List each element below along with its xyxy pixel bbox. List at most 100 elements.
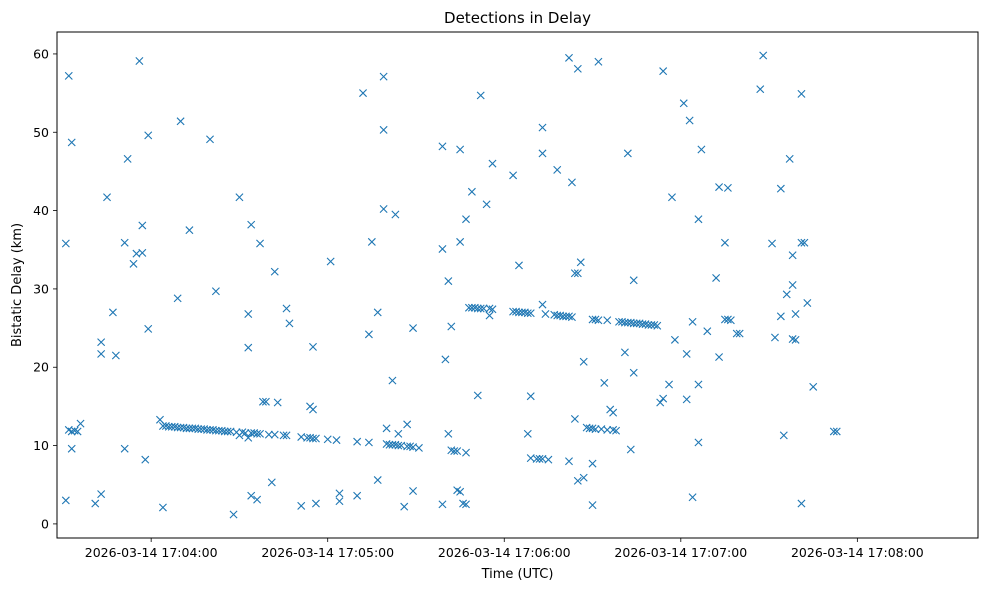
data-point <box>482 200 491 209</box>
data-point <box>600 378 609 387</box>
data-point <box>229 510 238 519</box>
data-point <box>373 308 382 317</box>
scatter-markers <box>61 51 841 519</box>
data-point <box>694 438 703 447</box>
data-point <box>155 415 164 424</box>
data-point <box>123 154 132 163</box>
data-point <box>803 299 812 308</box>
data-point <box>111 351 120 360</box>
data-point <box>247 491 256 500</box>
data-point <box>285 319 294 328</box>
data-point <box>656 398 665 407</box>
data-point <box>526 392 535 401</box>
data-point <box>732 329 741 338</box>
data-point <box>612 426 621 435</box>
data-point <box>388 376 397 385</box>
data-point <box>509 171 518 180</box>
data-point <box>776 312 785 321</box>
data-point <box>788 335 797 344</box>
data-point <box>244 309 253 318</box>
data-point <box>712 273 721 282</box>
data-point <box>800 238 809 247</box>
data-point <box>485 304 494 313</box>
data-point <box>785 154 794 163</box>
data-point <box>679 99 688 108</box>
data-point <box>61 496 70 505</box>
data-point <box>659 394 668 403</box>
data-point <box>464 303 473 312</box>
data-point <box>382 424 391 433</box>
data-point <box>456 237 465 246</box>
data-point <box>544 455 553 464</box>
data-point <box>644 320 653 329</box>
data-point <box>253 429 262 438</box>
data-point <box>462 215 470 224</box>
data-point <box>258 397 267 406</box>
data-point <box>61 239 70 248</box>
data-point <box>385 440 394 449</box>
data-point <box>479 304 488 313</box>
data-point <box>441 355 450 364</box>
data-point <box>538 149 547 158</box>
y-tick-label: 40 <box>33 203 49 218</box>
data-point <box>809 382 818 391</box>
data-point <box>473 304 482 313</box>
data-point <box>353 491 362 500</box>
data-point <box>256 429 265 438</box>
x-tick-label: 2026-03-14 17:06:00 <box>438 545 571 560</box>
data-point <box>367 237 376 246</box>
data-point <box>629 319 638 328</box>
data-point <box>379 205 388 214</box>
data-point <box>703 327 712 336</box>
data-point <box>97 490 106 499</box>
data-point <box>438 142 447 151</box>
data-point <box>565 53 573 62</box>
data-point <box>782 290 791 299</box>
data-point <box>273 398 282 407</box>
data-point <box>462 448 470 457</box>
data-point <box>453 447 462 456</box>
data-point <box>570 269 579 278</box>
plot-frame <box>56 31 979 539</box>
data-point <box>309 434 317 443</box>
data-point <box>235 193 244 202</box>
data-point <box>609 425 618 434</box>
data-point <box>64 71 73 80</box>
data-point <box>723 183 732 192</box>
data-point <box>779 431 788 440</box>
data-point <box>400 502 409 511</box>
y-tick-label: 0 <box>41 516 49 531</box>
data-point <box>120 238 129 247</box>
data-point <box>67 444 76 453</box>
y-axis-title: Bistatic Delay (km) <box>10 223 25 347</box>
x-tick-label: 2026-03-14 17:07:00 <box>614 545 747 560</box>
data-point <box>609 408 618 417</box>
data-point <box>467 187 476 196</box>
data-point <box>770 333 779 342</box>
data-point <box>138 221 147 230</box>
data-point <box>791 335 800 344</box>
data-point <box>244 433 253 442</box>
data-point <box>620 318 629 327</box>
chart-title: Detections in Delay <box>444 9 591 27</box>
data-point <box>797 238 806 247</box>
data-point <box>447 322 456 331</box>
data-point <box>788 251 797 260</box>
x-tick-label: 2026-03-14 17:05:00 <box>261 545 394 560</box>
data-point <box>97 338 106 347</box>
data-point <box>279 431 288 440</box>
data-point <box>588 501 597 510</box>
data-point <box>559 312 568 321</box>
data-point <box>488 159 497 168</box>
data-point <box>335 497 344 506</box>
data-point <box>720 238 729 247</box>
data-point <box>323 435 332 444</box>
data-point <box>220 427 229 436</box>
data-point <box>185 226 194 235</box>
data-point <box>206 135 214 144</box>
data-point <box>211 287 220 296</box>
data-point <box>297 501 306 510</box>
data-point <box>444 277 453 286</box>
data-point <box>103 193 112 202</box>
